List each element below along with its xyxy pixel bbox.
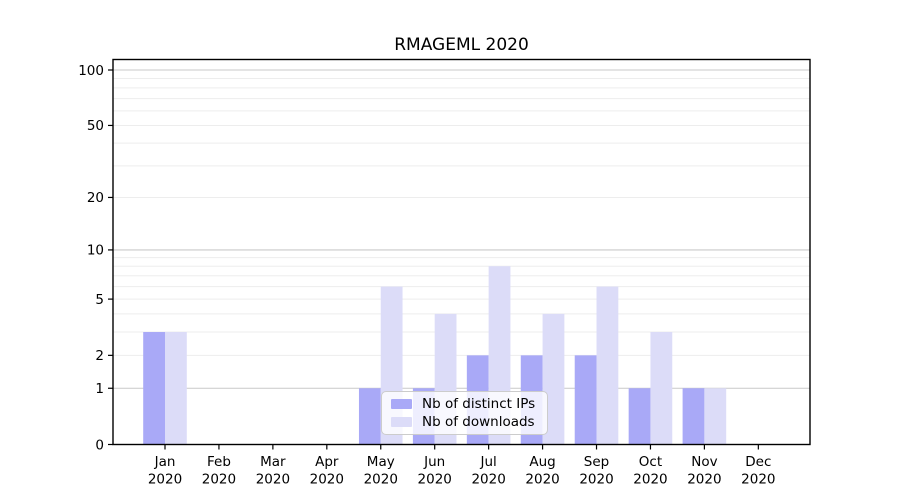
x-tick-label-year-Jul: 2020 <box>471 472 505 488</box>
legend: Nb of distinct IPs Nb of downloads <box>381 391 548 435</box>
x-tick-label-year-Jun: 2020 <box>418 472 452 488</box>
bar-downloads-Aug <box>542 313 565 445</box>
x-tick-label-month-Nov: Nov <box>691 454 717 470</box>
x-tick-label-month-Sep: Sep <box>584 454 609 470</box>
legend-label-distinct-ips: Nb of distinct IPs <box>422 396 536 412</box>
x-tick-label-month-Jul: Jul <box>479 454 496 470</box>
x-tick-label-month-Oct: Oct <box>639 454 662 470</box>
x-tick-label-month-Mar: Mar <box>260 454 286 470</box>
x-tick-label-month-May: May <box>367 454 395 470</box>
x-tick-label-year-Dec: 2020 <box>741 472 775 488</box>
bar-distinct-ips-Sep <box>574 355 597 445</box>
bar-distinct-ips-Jan <box>143 332 165 445</box>
x-tick-label-month-Dec: Dec <box>745 454 771 470</box>
y-tick-label-10: 10 <box>87 243 104 259</box>
legend-item-distinct-ips: Nb of distinct IPs <box>391 396 538 412</box>
bar-distinct-ips-Nov <box>682 388 705 445</box>
plot-frame <box>112 58 811 446</box>
x-tick-label-month-Feb: Feb <box>207 454 231 470</box>
bar-downloads-Nov <box>704 388 727 445</box>
x-tick-label-year-Mar: 2020 <box>256 472 290 488</box>
y-tick-label-1: 1 <box>95 381 104 397</box>
y-tick-label-2: 2 <box>95 348 104 364</box>
bar-downloads-Jan <box>165 332 187 445</box>
y-tick-label-50: 50 <box>87 118 104 134</box>
x-tick-label-year-May: 2020 <box>364 472 398 488</box>
bar-downloads-Sep <box>596 286 619 445</box>
y-tick-label-100: 100 <box>78 63 104 79</box>
y-tick-label-5: 5 <box>95 292 104 308</box>
x-tick-label-year-Apr: 2020 <box>310 472 344 488</box>
legend-swatch-downloads <box>391 417 412 427</box>
x-tick-label-month-Jan: Jan <box>154 454 176 470</box>
bar-downloads-Oct <box>650 332 673 445</box>
bar-distinct-ips-May <box>358 388 381 445</box>
bar-distinct-ips-Oct <box>628 388 651 445</box>
y-tick-label-20: 20 <box>87 190 104 206</box>
legend-swatch-distinct-ips <box>391 399 412 409</box>
x-tick-label-month-Jun: Jun <box>423 454 445 470</box>
x-tick-label-year-Feb: 2020 <box>202 472 236 488</box>
chart-title: RMAGEML 2020 <box>394 35 529 55</box>
legend-label-downloads: Nb of downloads <box>422 414 535 430</box>
x-tick-label-month-Apr: Apr <box>315 454 339 470</box>
x-tick-label-year-Nov: 2020 <box>687 472 721 488</box>
x-tick-label-year-Aug: 2020 <box>525 472 559 488</box>
x-tick-label-month-Aug: Aug <box>529 454 555 470</box>
x-tick-label-year-Jan: 2020 <box>148 472 182 488</box>
y-tick-label-0: 0 <box>95 437 104 453</box>
x-tick-label-year-Sep: 2020 <box>579 472 613 488</box>
legend-item-downloads: Nb of downloads <box>391 414 538 430</box>
x-tick-label-year-Oct: 2020 <box>633 472 667 488</box>
